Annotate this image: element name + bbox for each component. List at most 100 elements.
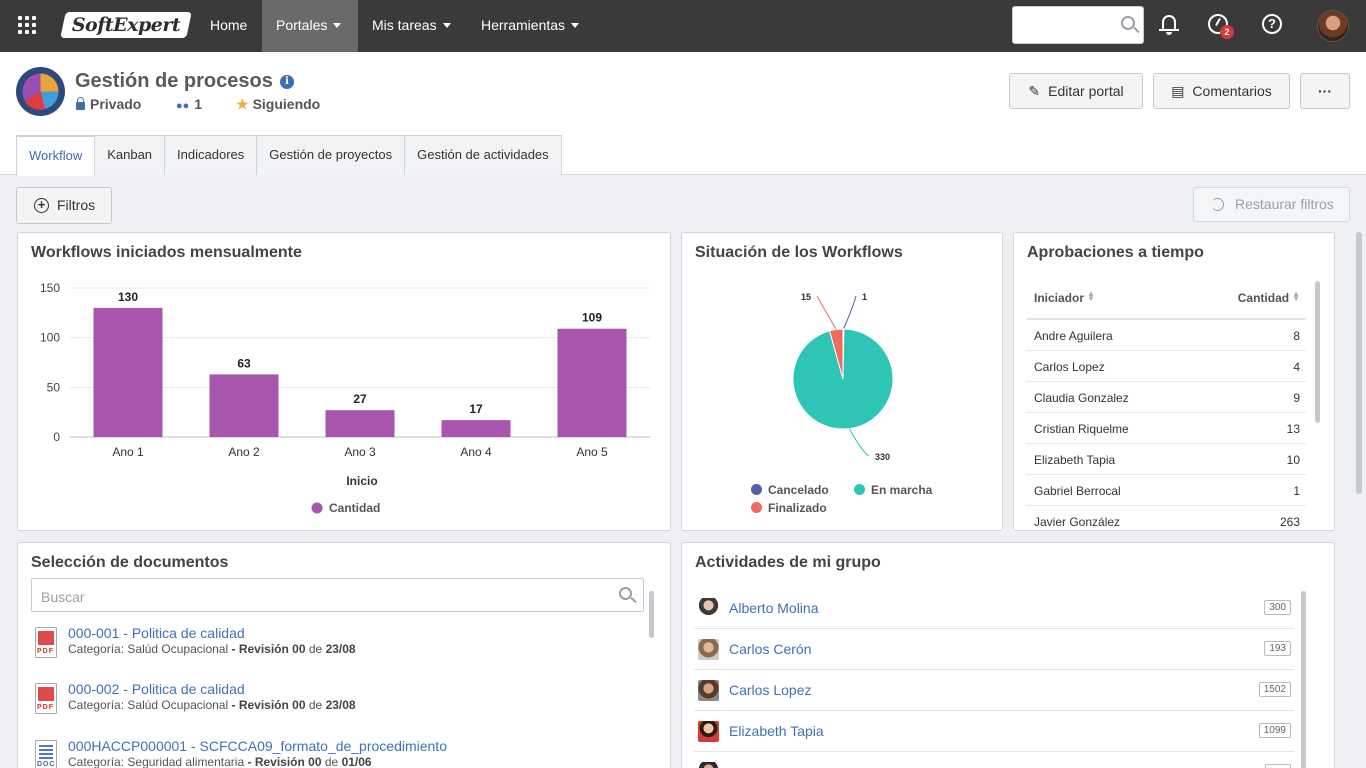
tab-gestion-proyectos-label: Gestión de proyectos: [269, 147, 393, 162]
pencil-icon: ✎: [1028, 83, 1041, 99]
members-count[interactable]: ●● 1: [176, 96, 202, 112]
col-quantity-label: Cantidad: [1237, 291, 1290, 305]
search-icon[interactable]: [619, 587, 632, 600]
table-row[interactable]: Claudia Gonzalez 9: [1026, 382, 1306, 413]
softexpert-logo[interactable]: SoftExpert: [60, 12, 192, 38]
document-title-link[interactable]: 000-001 - Politica de calidad: [68, 625, 245, 641]
tab-indicadores[interactable]: Indicadores: [164, 135, 258, 175]
row-quantity: 263: [1279, 515, 1300, 529]
document-title-link[interactable]: 000HACCP000001 - SCFCCA09_formato_de_pro…: [68, 738, 447, 754]
tab-gestion-actividades[interactable]: Gestión de actividades: [404, 135, 562, 175]
restore-filters-label: Restaurar filtros: [1235, 196, 1334, 212]
legend-dot: [311, 502, 323, 514]
pie-connector: [848, 428, 870, 457]
member-name-link[interactable]: Carlos Lopez: [729, 682, 812, 698]
nav-herramientas-label: Herramientas: [481, 17, 566, 33]
doc-date: 23/08: [325, 642, 356, 656]
tab-gestion-proyectos[interactable]: Gestión de proyectos: [256, 135, 406, 175]
legend-dot: [854, 484, 865, 495]
documents-search-input[interactable]: Buscar: [31, 578, 644, 612]
list-item[interactable]: [694, 752, 1294, 768]
x-tick-label: Ano 4: [460, 445, 492, 459]
pie-connector: [842, 295, 857, 330]
row-initiator: Carlos Lopez: [1034, 360, 1105, 374]
table-row[interactable]: Elizabeth Tapia 10: [1026, 444, 1306, 475]
page-title: Gestión de procesos: [75, 70, 273, 92]
pie-data-label: 330: [875, 452, 890, 462]
restore-filters-button[interactable]: Restaurar filtros: [1193, 187, 1350, 222]
more-options-button[interactable]: ···: [1300, 73, 1350, 109]
row-initiator: Claudia Gonzalez: [1034, 391, 1129, 405]
members-count-value: 1: [194, 96, 203, 112]
search-icon[interactable]: [1121, 16, 1135, 30]
plus-circle-icon: +: [34, 198, 49, 213]
member-name-link[interactable]: Elizabeth Tapia: [729, 723, 824, 739]
row-initiator: Elizabeth Tapia: [1034, 453, 1116, 467]
table-row[interactable]: Carlos Lopez 4: [1026, 351, 1306, 382]
file-type-label: DOC: [37, 761, 56, 768]
nav-mis-tareas[interactable]: Mis tareas: [358, 0, 465, 52]
global-search-input[interactable]: [1012, 6, 1144, 44]
avatar: [698, 680, 719, 701]
list-item[interactable]: Elizabeth Tapia 1099: [694, 711, 1294, 752]
group-activities-scrollbar[interactable]: [1301, 591, 1306, 768]
nav-home[interactable]: Home: [196, 0, 261, 52]
edit-portal-button[interactable]: ✎ Editar portal: [1009, 73, 1143, 109]
lock-icon: [76, 97, 85, 110]
privacy-label: Privado: [90, 96, 142, 112]
document-title-link[interactable]: 000-002 - Politica de calidad: [68, 681, 245, 697]
list-item[interactable]: Alberto Molina 300: [694, 588, 1294, 629]
member-name-link[interactable]: Carlos Cerón: [729, 641, 812, 657]
row-quantity: 8: [1293, 329, 1300, 343]
tab-workflow[interactable]: Workflow: [16, 135, 96, 176]
following-status[interactable]: ★ Siguiendo: [236, 96, 320, 113]
list-item[interactable]: Carlos Cerón 193: [694, 629, 1294, 670]
info-icon[interactable]: i: [280, 75, 294, 89]
tab-workflow-label: Workflow: [29, 148, 83, 163]
doc-de: de: [324, 755, 339, 768]
help-icon[interactable]: ?: [1261, 13, 1285, 37]
col-quantity[interactable]: Cantidad ▲ ▼: [1237, 289, 1300, 306]
document-meta: Categoría: Salúd Ocupacional - Revisión …: [68, 698, 356, 712]
list-item[interactable]: PDF 000-002 - Politica de calidad Catego…: [35, 681, 635, 723]
x-tick-label: Ano 3: [344, 445, 376, 459]
user-avatar[interactable]: [1317, 10, 1349, 42]
activity-count-badge: 300: [1264, 600, 1291, 615]
list-item[interactable]: PDF 000-001 - Politica de calidad Catego…: [35, 625, 635, 667]
table-row[interactable]: Gabriel Berrocal 1: [1026, 475, 1306, 506]
col-initiator[interactable]: Iniciador ▲ ▼: [1034, 290, 1095, 306]
app-grid-icon[interactable]: [18, 16, 36, 34]
filters-button[interactable]: + Filtros: [16, 187, 112, 224]
comments-button[interactable]: ▤ Comentarios: [1153, 73, 1290, 109]
legend-finalizado[interactable]: Finalizado: [751, 501, 827, 515]
bell-icon[interactable]: [1158, 13, 1182, 37]
edit-portal-label: Editar portal: [1048, 83, 1124, 99]
legend-cancelado[interactable]: Cancelado: [751, 483, 829, 497]
doc-de: de: [308, 698, 323, 712]
list-item[interactable]: Carlos Lopez 1502: [694, 670, 1294, 711]
sort-icon: ▲ ▼: [1292, 289, 1300, 303]
doc-separator: -: [231, 642, 236, 656]
approvals-scrollbar[interactable]: [1315, 281, 1320, 423]
nav-herramientas[interactable]: Herramientas: [467, 0, 593, 52]
table-row[interactable]: Andre Aguilera 8: [1026, 320, 1306, 351]
list-item[interactable]: DOC 000HACCP000001 - SCFCCA09_formato_de…: [35, 738, 635, 768]
performance-gauge-icon[interactable]: 2: [1207, 13, 1234, 39]
data-label: 27: [353, 392, 367, 406]
document-meta: Categoría: Seguridad alimentaria - Revis…: [68, 755, 372, 768]
x-axis-title: Inicio: [346, 474, 377, 488]
table-row[interactable]: Cristian Riquelme 13: [1026, 413, 1306, 444]
legend-en-marcha[interactable]: En marcha: [854, 483, 932, 497]
page-scrollbar[interactable]: [1356, 232, 1362, 494]
monthly-workflows-chart: 0 50 100 150 130 Ano 1 63 Ano 2 27 Ano 3 17 Ano 4 10…: [40, 281, 650, 515]
documents-scrollbar[interactable]: [649, 591, 654, 638]
portal-header: Gestión de procesos i Privado ●● 1 ★ Sigui…: [0, 52, 1366, 176]
y-tick-label: 0: [53, 430, 60, 444]
row-initiator: Andre Aguilera: [1034, 329, 1113, 343]
y-tick-label: 50: [47, 380, 61, 394]
table-row[interactable]: Javier González 263: [1026, 506, 1306, 530]
tab-kanban[interactable]: Kanban: [94, 135, 166, 175]
nav-portales[interactable]: Portales: [262, 0, 358, 52]
activity-count-badge: 1502: [1258, 682, 1291, 697]
member-name-link[interactable]: Alberto Molina: [729, 600, 819, 616]
